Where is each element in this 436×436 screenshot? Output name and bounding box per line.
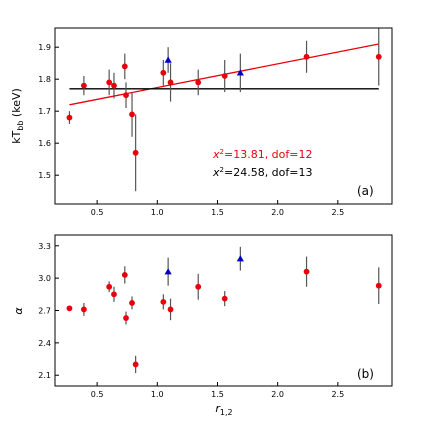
panel-b-point-8 bbox=[160, 298, 167, 305]
annotation-red-x: x bbox=[212, 148, 220, 161]
panel-a-plot-area bbox=[66, 28, 382, 192]
panel-a-ytick-label-3: 1.8 bbox=[38, 75, 51, 84]
panel-b: 0.5 1.0 1.5 2.0 2.5 2.1 2.4 2.7 3.0 3.3 α r1,2 (b… bbox=[12, 234, 393, 417]
panel-b-xtick-label-1: 1.0 bbox=[151, 390, 164, 399]
panel-a-point-1 bbox=[80, 82, 87, 89]
panel-b-point-7 bbox=[132, 361, 139, 368]
panel-b-xlabel: r1,2 bbox=[215, 402, 232, 417]
annotation-black-fit: x2=24.58, dof=13 bbox=[212, 166, 312, 179]
panel-b-point-9 bbox=[167, 306, 174, 313]
panel-a-ylabel-main: kT bbox=[10, 130, 23, 143]
panel-a-point-triangle-0 bbox=[164, 56, 172, 63]
panel-a-point-9 bbox=[167, 79, 174, 86]
panel-a-point-8 bbox=[160, 69, 167, 76]
panel-b-plot-area bbox=[66, 246, 382, 374]
panel-a-ylabel-sub: bb bbox=[16, 121, 25, 131]
panel-a-xtick-label-1: 1.0 bbox=[151, 208, 164, 217]
panel-a-point-3 bbox=[111, 82, 117, 89]
panel-a-point-12 bbox=[303, 53, 310, 60]
panel-b-point-12 bbox=[303, 268, 310, 275]
annotation-black-value: =24.58, dof=13 bbox=[224, 166, 313, 179]
annotation-black-sup: 2 bbox=[220, 166, 224, 174]
annotation-red-value: =13.81, dof=12 bbox=[224, 148, 313, 161]
panel-a-point-13 bbox=[375, 53, 382, 60]
panel-a-point-11 bbox=[221, 73, 228, 79]
panel-a-point-2 bbox=[106, 79, 113, 86]
panel-a-xtick-label-2: 1.5 bbox=[211, 208, 224, 217]
panel-a-ytick-label-2: 1.7 bbox=[38, 107, 51, 116]
panel-a-point-0 bbox=[66, 114, 73, 121]
panel-a-point-10 bbox=[195, 79, 202, 86]
panel-b-point-5 bbox=[123, 315, 129, 321]
panel-b-ytick-label-3: 3.0 bbox=[38, 274, 51, 283]
panel-a-tag: (a) bbox=[357, 184, 374, 198]
panel-a-ticks: 0.5 1.0 1.5 2.0 2.5 1.5 1.6 1.7 1.8 1.9 bbox=[38, 43, 344, 217]
panel-a-ylabel: kTbb (keV) bbox=[10, 88, 25, 144]
panel-b-point-triangle-1 bbox=[236, 255, 244, 262]
panel-b-point-2 bbox=[106, 283, 113, 290]
panel-a-xtick-label-0: 0.5 bbox=[91, 208, 104, 217]
panel-a-ytick-label-0: 1.5 bbox=[38, 171, 51, 180]
panel-b-point-triangle-0 bbox=[164, 268, 172, 275]
panel-a-xtick-label-4: 2.5 bbox=[331, 208, 344, 217]
annotation-red-sup: 2 bbox=[220, 148, 224, 156]
annotation-black-x: x bbox=[212, 166, 220, 179]
panel-b-ytick-label-1: 2.4 bbox=[38, 339, 51, 348]
panel-b-xtick-label-2: 1.5 bbox=[211, 390, 224, 399]
panel-a-point-5 bbox=[123, 92, 129, 99]
panel-b-xtick-label-4: 2.5 bbox=[331, 390, 344, 399]
panel-a-ylabel-unit: (keV) bbox=[10, 88, 23, 120]
panel-b-ytick-label-0: 2.1 bbox=[38, 371, 51, 380]
panel-a-point-6 bbox=[129, 111, 135, 118]
panel-b-ticks: 0.5 1.0 1.5 2.0 2.5 2.1 2.4 2.7 3.0 3.3 bbox=[38, 242, 344, 399]
panel-a-ytick-label-1: 1.6 bbox=[38, 139, 51, 148]
panel-b-point-3 bbox=[111, 291, 117, 298]
panel-b-ylabel: α bbox=[12, 307, 25, 315]
panel-b-xtick-label-0: 0.5 bbox=[91, 390, 104, 399]
panel-a-ytick-label-4: 1.9 bbox=[38, 43, 51, 52]
panel-a-point-triangle-1 bbox=[236, 69, 244, 76]
panel-b-point-0 bbox=[66, 305, 73, 312]
panel-b-xtick-label-3: 2.0 bbox=[271, 390, 284, 399]
panel-a-frame bbox=[54, 27, 393, 205]
panel-a-point-7 bbox=[132, 149, 139, 156]
panel-b-ytick-label-4: 3.3 bbox=[38, 242, 51, 251]
panel-b-ytick-label-2: 2.7 bbox=[38, 307, 51, 316]
panel-b-point-4 bbox=[121, 272, 128, 278]
panel-a: 0.5 1.0 1.5 2.0 2.5 1.5 1.6 1.7 1.8 1.9 kTbb (keV… bbox=[10, 27, 393, 217]
panel-a-point-4 bbox=[121, 63, 128, 70]
panel-b-xlabel-sub: 1,2 bbox=[220, 408, 233, 417]
panel-b-point-10 bbox=[195, 283, 202, 290]
panel-b-point-6 bbox=[129, 300, 135, 306]
panel-b-point-13 bbox=[375, 282, 382, 289]
panel-b-xlabel-main: r bbox=[215, 402, 221, 415]
panel-a-xtick-label-3: 2.0 bbox=[271, 208, 284, 217]
panel-b-tag: (b) bbox=[357, 367, 374, 381]
panel-b-point-1 bbox=[80, 306, 87, 313]
annotation-red-fit: x2=13.81, dof=12 bbox=[212, 148, 312, 161]
panel-b-point-11 bbox=[221, 295, 228, 302]
